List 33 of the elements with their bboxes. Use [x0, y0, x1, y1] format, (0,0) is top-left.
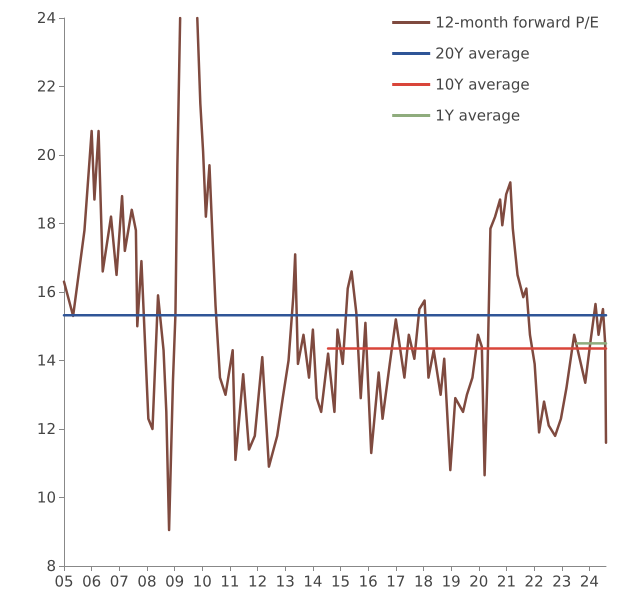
y-tick-label: 24: [36, 9, 56, 27]
y-tick-label: 10: [36, 488, 56, 506]
x-tick-label: 22: [524, 572, 544, 590]
x-tick-label: 11: [220, 572, 240, 590]
legend-label: 10Y average: [435, 76, 530, 94]
y-tick-label: 18: [36, 214, 56, 232]
y-tick-label: 8: [46, 557, 56, 575]
x-tick-label: 12: [248, 572, 268, 590]
y-tick-label: 12: [36, 420, 56, 438]
x-tick-label: 19: [442, 572, 461, 590]
x-tick-label: 10: [192, 572, 212, 590]
legend-label: 20Y average: [435, 44, 530, 62]
x-tick-label: 24: [580, 572, 599, 590]
y-tick-label: 20: [36, 146, 56, 164]
y-tick-label: 16: [36, 283, 56, 301]
x-tick-label: 20: [469, 572, 488, 590]
y-tick-label: 14: [36, 352, 56, 370]
x-tick-label: 05: [54, 572, 74, 590]
x-tick-label: 14: [303, 572, 322, 590]
x-tick-label: 09: [165, 572, 184, 590]
legend-label: 1Y average: [435, 106, 520, 124]
y-tick-label: 22: [36, 78, 56, 96]
x-tick-label: 06: [82, 572, 102, 590]
x-tick-label: 17: [386, 572, 406, 590]
x-tick-label: 23: [552, 572, 572, 590]
x-tick-label: 16: [358, 572, 378, 590]
x-tick-label: 08: [137, 572, 157, 590]
x-tick-label: 15: [330, 572, 350, 590]
x-tick-label: 21: [496, 572, 516, 590]
x-tick-label: 07: [110, 572, 129, 590]
legend-label: 12-month forward P/E: [435, 14, 600, 32]
x-tick-label: 13: [276, 572, 295, 590]
x-tick-label: 18: [414, 572, 434, 590]
